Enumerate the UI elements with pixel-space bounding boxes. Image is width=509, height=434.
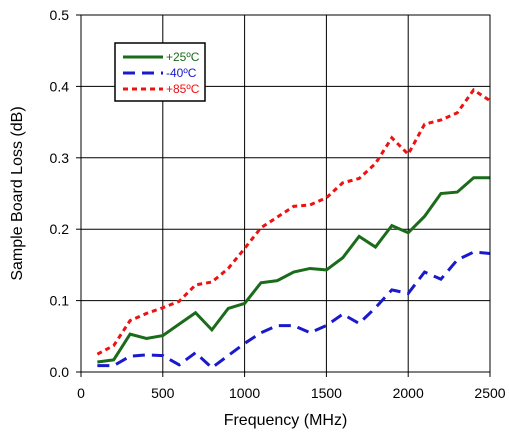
x-tick-label: 2500 — [474, 385, 505, 401]
x-tick-label: 500 — [151, 385, 175, 401]
plot-area-frame — [80, 14, 491, 373]
series-layer — [96, 87, 491, 370]
legend-label-2: -40ºC — [166, 66, 197, 80]
series-line-3 — [96, 87, 491, 356]
y-tick-label: 0.3 — [50, 150, 70, 166]
axis-ticks: 0 500 1000 1500 2000 2500 0.0 0.1 0.2 0.3 0.4 0.5 — [50, 7, 506, 401]
x-tick-label: 2000 — [393, 385, 424, 401]
y-tick-label: 0.2 — [50, 221, 70, 237]
legend-label-3: +85ºC — [166, 82, 200, 96]
y-axis-title: Sample Board Loss (dB) — [9, 106, 26, 280]
y-tick-label: 0.5 — [50, 7, 70, 23]
series-line-2 — [97, 250, 491, 370]
grid — [81, 15, 490, 372]
y-tick-label: 0.4 — [50, 78, 70, 94]
x-tick-label: 1500 — [311, 385, 342, 401]
y-tick-label: 0.1 — [50, 293, 70, 309]
legend-label-1: +25ºC — [166, 50, 200, 64]
y-tick-label: 0.0 — [50, 364, 70, 380]
series-line-1 — [97, 176, 490, 364]
legend: +25ºC -40ºC +85ºC — [114, 42, 206, 102]
x-tick-label: 1000 — [229, 385, 260, 401]
x-axis-title: Frequency (MHz) — [224, 412, 348, 429]
x-tick-label: 0 — [77, 385, 85, 401]
